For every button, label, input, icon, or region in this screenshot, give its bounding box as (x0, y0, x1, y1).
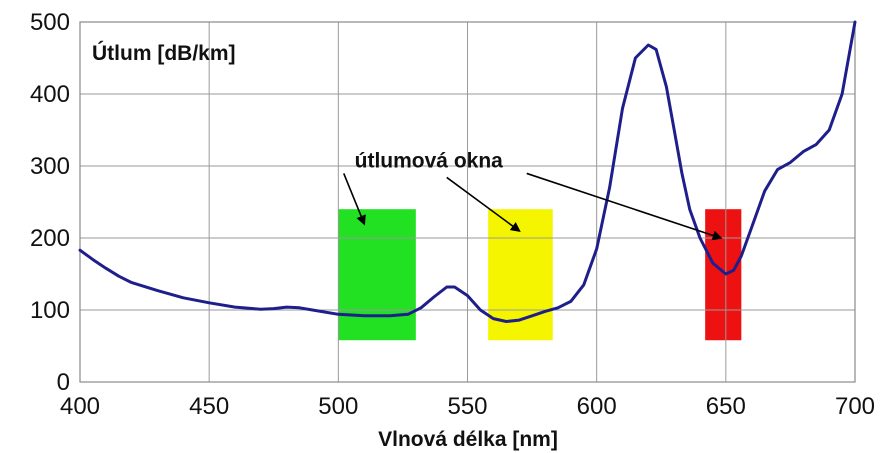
y-tick-label: 200 (30, 225, 70, 252)
x-tick-label: 700 (835, 393, 875, 420)
x-tick-label: 550 (447, 393, 487, 420)
annotation-text: útlumová okna (355, 149, 504, 172)
plot-frame (79, 21, 856, 383)
window-band-2 (705, 209, 742, 341)
y-tick-label: 300 (30, 153, 70, 180)
y-tick-label: 400 (30, 81, 70, 108)
x-tick-label: 650 (706, 393, 746, 420)
attenuation-line (78, 20, 857, 323)
x-tick-label: 400 (60, 393, 100, 420)
annotation-arrow (526, 172, 723, 241)
y-tick-label: 0 (57, 369, 70, 396)
y-tick-label: 500 (30, 9, 70, 36)
y-tick-label: 100 (30, 297, 70, 324)
y-axis-label: Útlum [dB/km] (92, 41, 236, 65)
annotation-arrow (343, 173, 366, 226)
annotation-arrow (446, 176, 521, 232)
x-axis-label: Vlnová délka [nm] (378, 428, 558, 451)
x-tick-label: 600 (577, 393, 617, 420)
x-tick-label: 500 (318, 393, 358, 420)
x-tick-label: 450 (189, 393, 229, 420)
window-band-0 (338, 209, 416, 341)
